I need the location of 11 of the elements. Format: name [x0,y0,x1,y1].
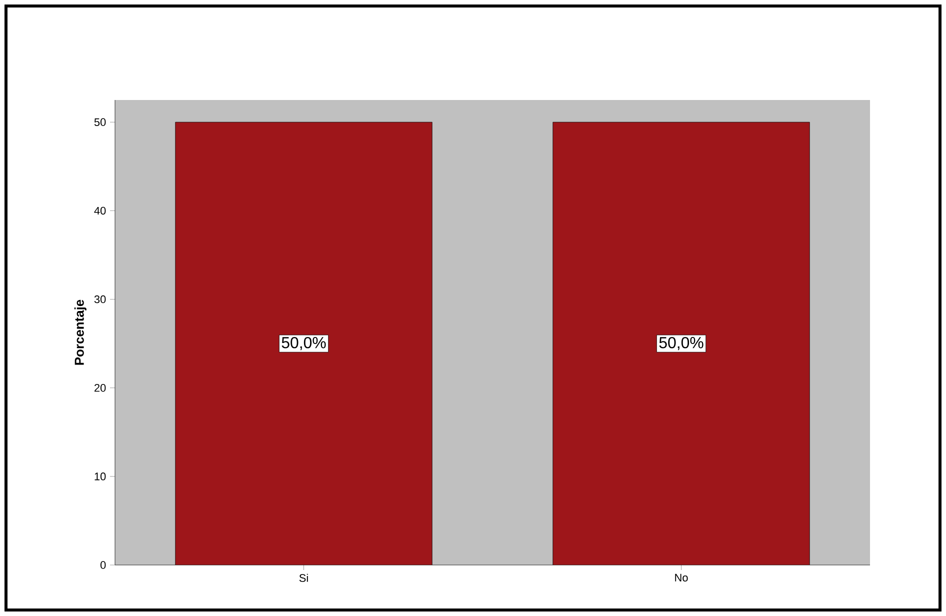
x-tick-label: No [675,574,688,582]
data-label: 50,0% [282,336,326,350]
data-label: 50,0% [659,336,704,350]
y-tick-label: 40 [94,206,106,215]
y-tick-label: 30 [94,295,106,304]
y-tick-label: 20 [94,384,106,392]
y-axis-title: Porcentaje [74,300,86,365]
y-tick-label: 10 [94,472,106,480]
y-tick-label: 50 [94,118,106,126]
x-tick-label: Si [299,574,308,582]
y-tick-label: 0 [100,561,106,569]
